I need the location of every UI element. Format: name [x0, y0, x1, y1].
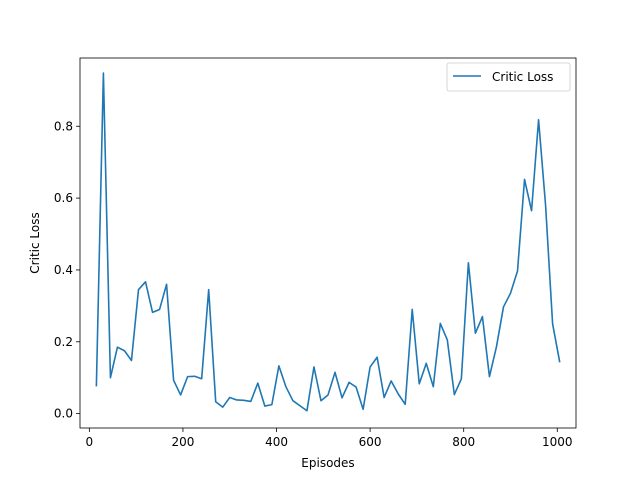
y-tick-label: 0.2 [54, 335, 73, 349]
x-tick-label: 800 [452, 435, 475, 449]
x-tick-label: 200 [171, 435, 194, 449]
y-tick-label: 0.8 [54, 119, 73, 133]
x-tick-label: 0 [86, 435, 94, 449]
legend-entry: Critic Loss [492, 70, 553, 84]
series-line-0 [95, 72, 561, 412]
x-tick-label: 400 [265, 435, 288, 449]
plot-area [80, 58, 576, 428]
y-tick-label: 0.4 [54, 263, 73, 277]
x-axis-label: Episodes [301, 456, 354, 470]
y-axis-ticks: 0.0 0.2 0.4 0.6 0.8 [54, 119, 80, 421]
y-axis-label: Critic Loss [28, 212, 42, 273]
series-layer [95, 72, 561, 412]
y-tick-label: 0.0 [54, 407, 73, 421]
x-tick-label: 1000 [542, 435, 573, 449]
y-tick-label: 0.6 [54, 191, 73, 205]
legend: Critic Loss [446, 62, 571, 92]
plot-border [79, 57, 577, 429]
x-tick-label: 600 [359, 435, 382, 449]
x-axis-ticks: 0 200 400 600 800 1000 [86, 428, 573, 449]
legend-box [446, 62, 571, 92]
